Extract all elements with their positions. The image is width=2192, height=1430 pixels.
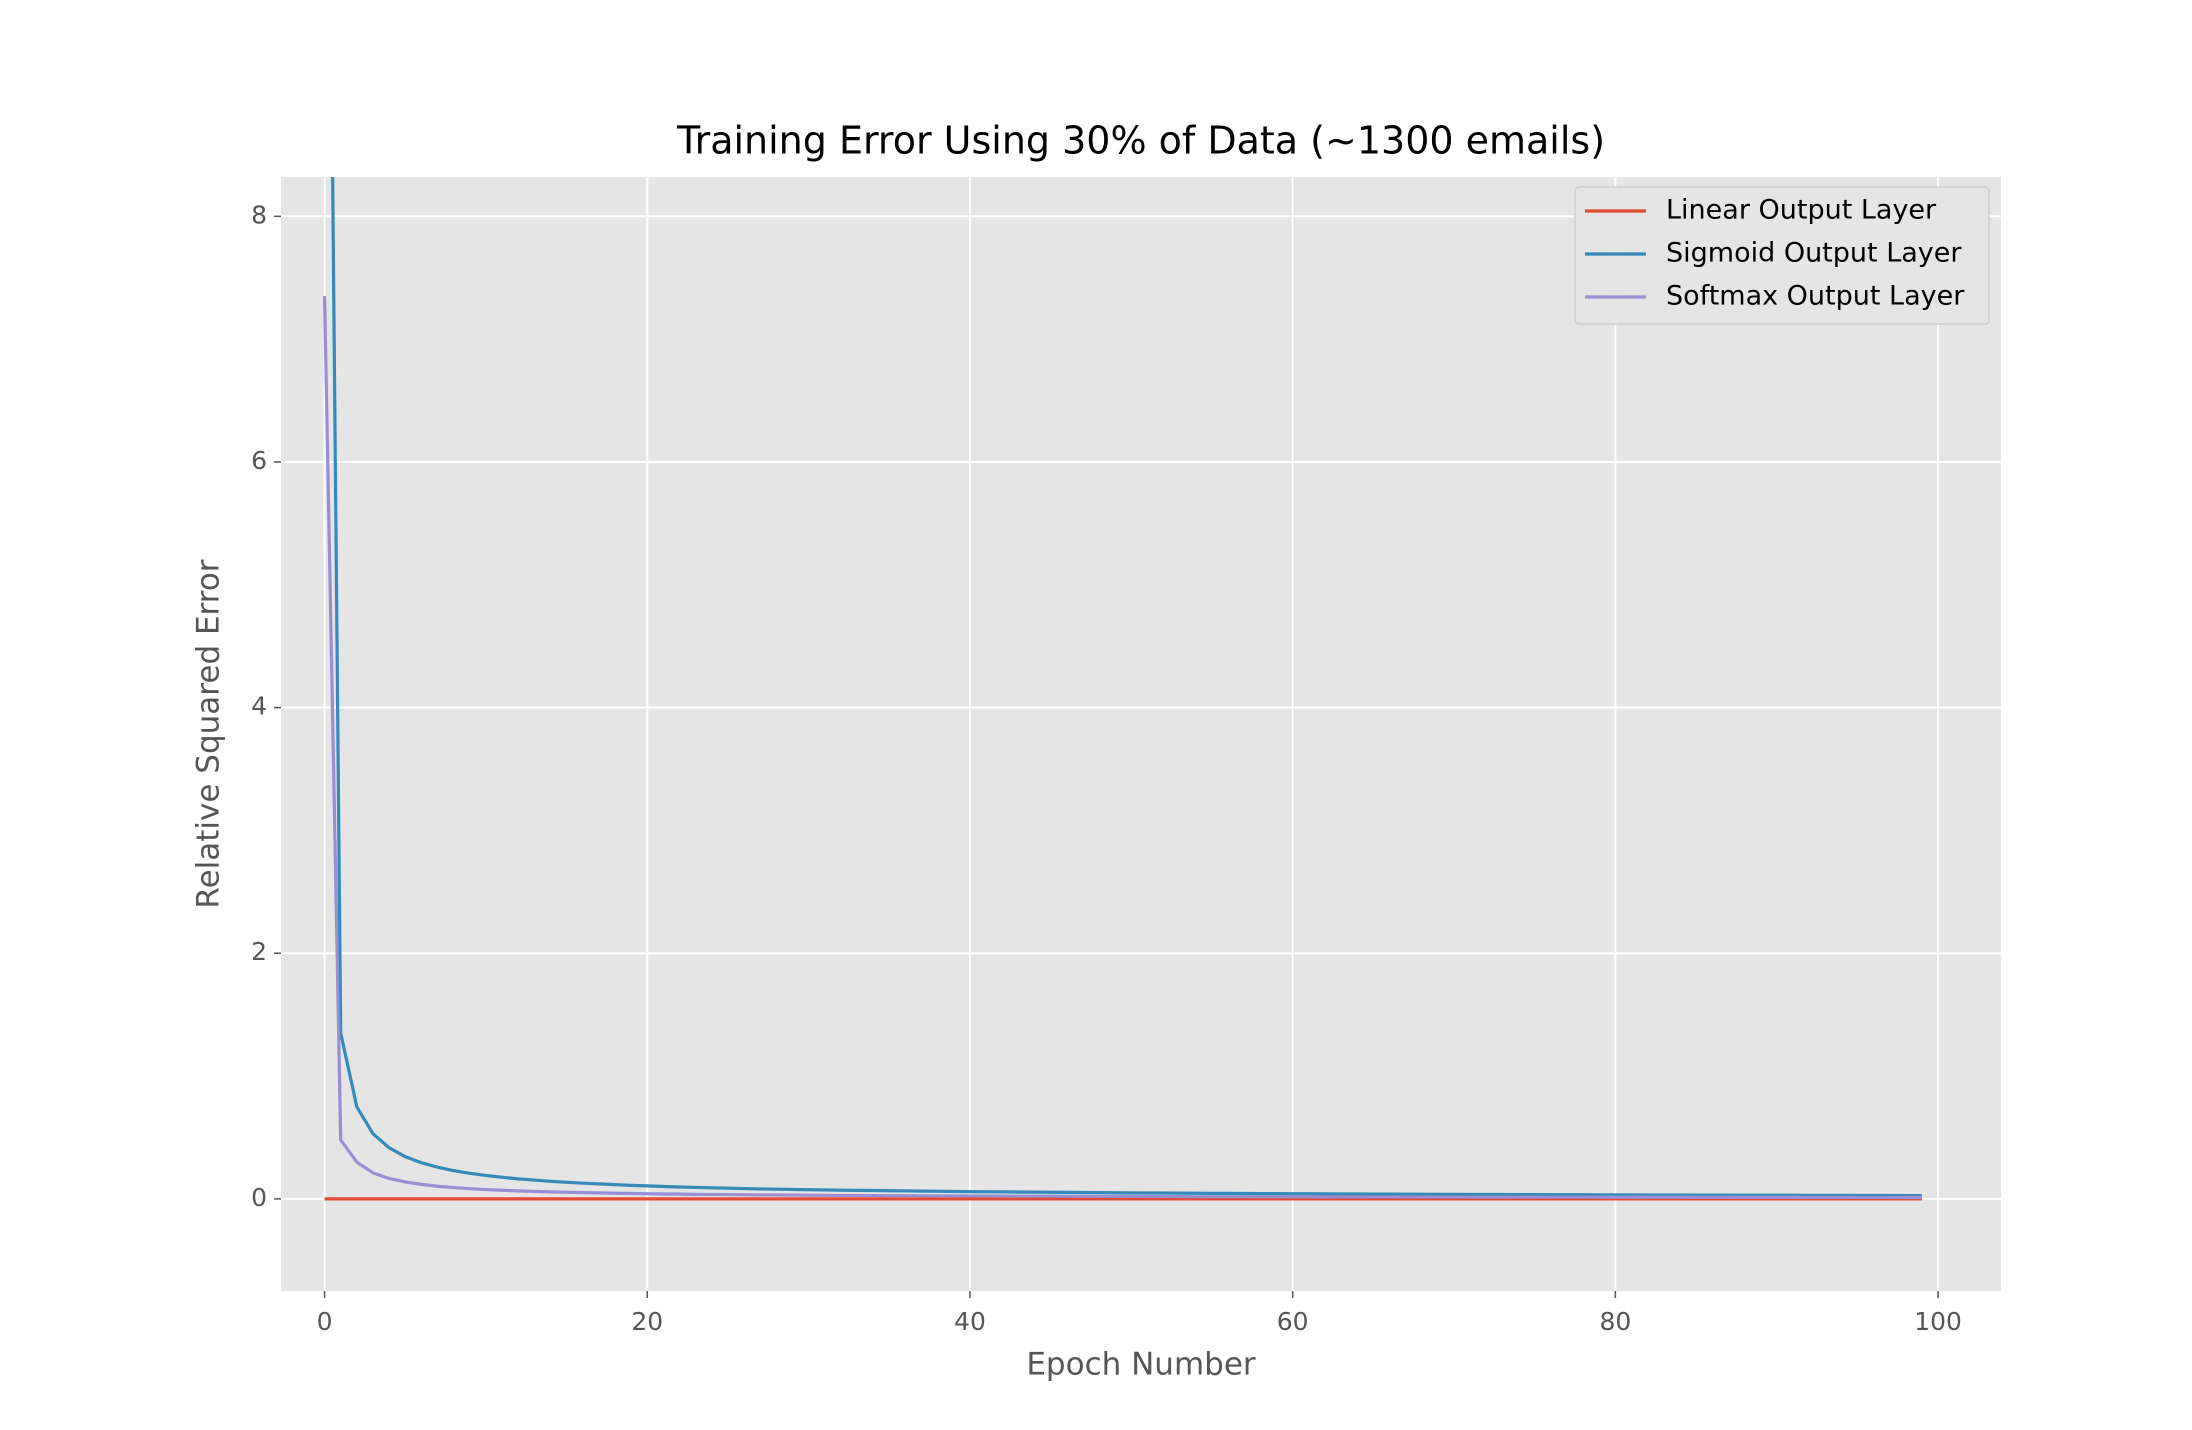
x-tick-label: 40 (954, 1307, 986, 1336)
x-tick-label: 100 (1914, 1307, 1962, 1336)
x-tick-label: 20 (631, 1307, 663, 1336)
x-tick-label: 80 (1599, 1307, 1631, 1336)
x-tick-label: 60 (1277, 1307, 1309, 1336)
series-line (331, 177, 1922, 1198)
lines (322, 177, 1922, 1201)
chart-title: Training Error Using 30% of Data (~1300 … (676, 119, 1605, 163)
x-axis-label: Epoch Number (1026, 1347, 1256, 1383)
plot-area (281, 177, 2001, 1291)
y-axis-label: Relative Squared Error (191, 559, 227, 908)
y-tick-label: 2 (251, 937, 267, 966)
legend-box (1574, 186, 1990, 325)
y-tick-label: 8 (251, 200, 267, 229)
axes: 0 20 40 60 80 100 0 2 4 6 8 (251, 200, 1962, 1336)
legend-label: Softmax Output Layer (1666, 281, 1965, 312)
y-tick-label: 6 (251, 446, 267, 475)
y-tick-label: 4 (251, 692, 267, 721)
y-tick-label: 0 (251, 1183, 267, 1212)
legend-label: Linear Output Layer (1666, 195, 1937, 226)
legend-label: Sigmoid Output Layer (1666, 238, 1962, 269)
x-tick-label: 0 (317, 1307, 333, 1336)
legend: Linear Output Layer Sigmoid Output Layer S… (1574, 186, 1990, 325)
series-line (322, 296, 1922, 1200)
